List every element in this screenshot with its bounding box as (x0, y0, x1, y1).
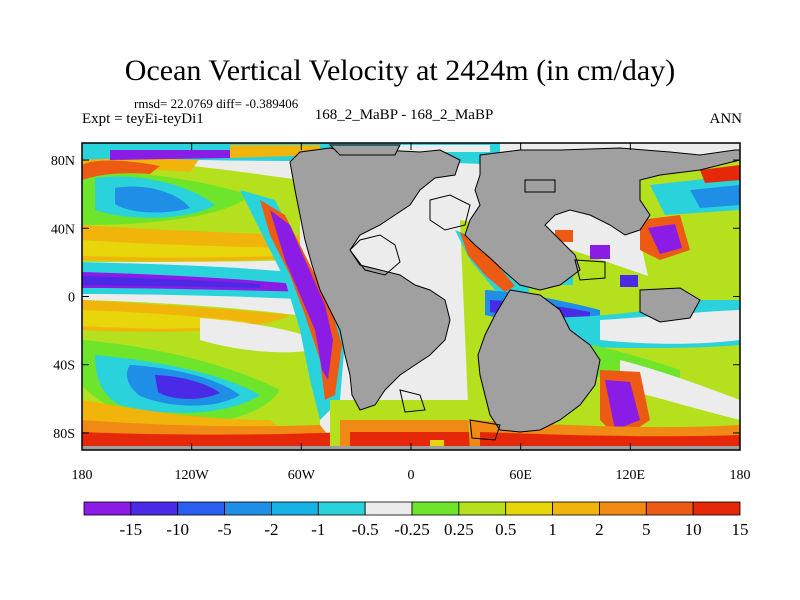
x-tick-label: 120E (616, 468, 646, 483)
colorbar-label: -1 (311, 520, 325, 539)
coastline (399, 389, 426, 413)
field-region (240, 190, 345, 420)
field-region (480, 432, 740, 450)
colorbar-swatch (411, 501, 460, 516)
y-tick-label: 80S (53, 427, 75, 442)
colorbar-label: 0.5 (495, 520, 516, 539)
colorbar-label: -5 (217, 520, 231, 539)
colorbar-swatch (599, 501, 647, 516)
field-region (648, 224, 682, 254)
field-region (700, 165, 740, 183)
land-region (464, 147, 740, 291)
season-label: ANN (709, 111, 743, 127)
colorbar-label: 2 (595, 520, 604, 539)
field-region (155, 375, 220, 399)
field-region (690, 185, 740, 208)
field-region (110, 150, 230, 160)
land-region (477, 289, 601, 433)
case-label: 168_2_MaBP - 168_2_MaBP (314, 107, 494, 123)
x-tick-label: 60E (509, 468, 532, 483)
x-tick-label: 180 (730, 468, 751, 483)
colorbar-label: 10 (685, 520, 702, 539)
field-region (200, 318, 330, 353)
y-tick-label: 0 (68, 291, 75, 306)
field-region (82, 432, 350, 450)
colorbar-swatch (177, 501, 225, 516)
colorbar-label: -0.25 (394, 520, 429, 539)
colorbar-label: -15 (120, 520, 143, 539)
field-region (605, 380, 640, 430)
colorbar-label: -0.5 (352, 520, 379, 539)
field-region (350, 432, 480, 450)
colorbar-label: -10 (166, 520, 189, 539)
field-region (620, 275, 638, 287)
field-region (270, 210, 333, 380)
map-title: Ocean Vertical Velocity at 2424m (in cm/… (124, 54, 676, 87)
field-region (82, 240, 280, 258)
field-region (590, 245, 610, 259)
colorbar-swatch (130, 501, 179, 516)
field-region (460, 232, 515, 292)
colorbar-label: 1 (548, 520, 557, 539)
colorbar-swatch (317, 501, 366, 516)
colorbar-swatch (271, 501, 319, 516)
field-region (390, 145, 490, 152)
colorbar-swatch (505, 501, 553, 516)
field-region (82, 160, 160, 180)
land-region (289, 147, 461, 411)
coastline (574, 259, 606, 281)
land-region (639, 287, 701, 323)
field-region (620, 360, 740, 420)
axis-ticks: 180 120W 60W 0 60E 120E 180 80N 40N 0 40S 80S (51, 143, 751, 483)
coastline (429, 194, 471, 231)
coastline (524, 179, 556, 193)
colorbar-swatch (224, 501, 272, 516)
colorbar-swatch (83, 501, 132, 516)
coastline (469, 419, 501, 441)
stats-line: rmsd= 22.0769 diff= -0.389406 (134, 96, 299, 111)
field-region (430, 440, 444, 448)
y-tick-label: 40N (51, 222, 75, 237)
colorbar: -15 -10 -5 -2 -1 -0.5 -0.25 0.25 0.5 1 2 5 10 15 (83, 501, 749, 539)
field-region (115, 186, 190, 213)
x-tick-label: 120W (175, 468, 210, 483)
coastline (349, 234, 401, 276)
land-region (328, 144, 401, 156)
colorbar-swatch (552, 501, 600, 516)
colorbar-label: 5 (642, 520, 651, 539)
colorbar-label: 0.25 (444, 520, 474, 539)
experiment-label: Expt = teyEi-teyDi1 (82, 111, 204, 127)
x-tick-label: 0 (408, 468, 415, 483)
colorbar-swatch (645, 501, 694, 516)
x-tick-label: 180 (72, 468, 93, 483)
map-field (82, 143, 740, 450)
field-region (600, 310, 740, 344)
y-tick-label: 80N (51, 154, 75, 169)
colorbar-label: 15 (732, 520, 749, 539)
colorbar-swatch (458, 501, 507, 516)
colorbar-swatch (364, 501, 413, 516)
colorbar-swatch (692, 501, 741, 516)
x-tick-label: 60W (288, 468, 316, 483)
y-tick-label: 40S (53, 359, 75, 374)
field-region (82, 276, 260, 288)
colorbar-label: -2 (264, 520, 278, 539)
